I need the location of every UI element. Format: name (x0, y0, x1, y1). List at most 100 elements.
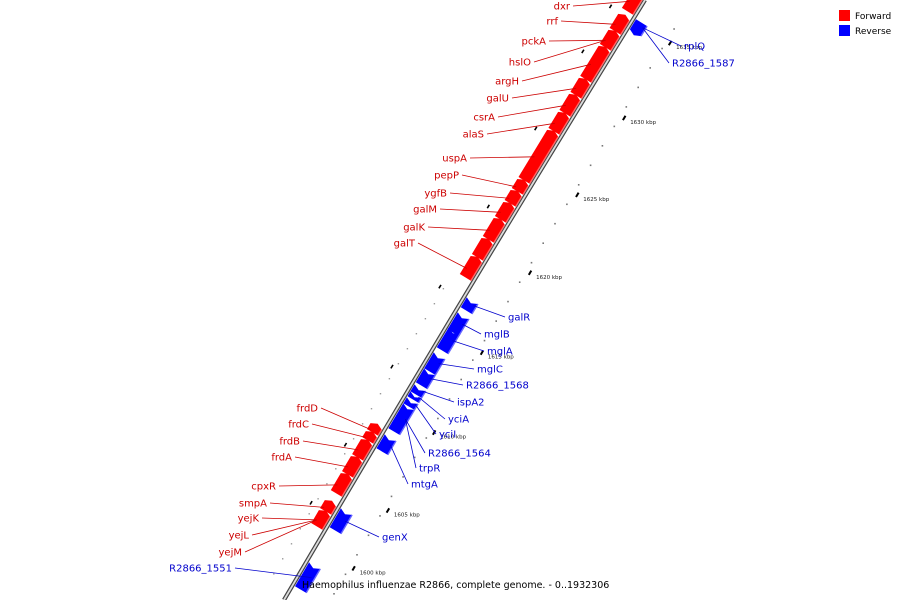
minor-dot (282, 558, 284, 560)
reverse-4-gene-block (415, 368, 436, 389)
leader-ygfb (449, 192, 510, 199)
leader-argh (521, 63, 591, 82)
leader-r2866-1551 (234, 567, 312, 578)
forward-3-gene-block (580, 45, 610, 83)
gene-label-frdd: frdD (296, 404, 318, 415)
minor-dot (367, 534, 370, 537)
minor-dot (402, 476, 404, 478)
tick-label: 1625 kbp (583, 197, 609, 203)
genome-caption: Haemophilus influenzae R2866, complete g… (302, 580, 609, 591)
gene-label-mgla: mglA (487, 347, 513, 358)
genome-backbone (282, 0, 647, 600)
forward-6-gene-edge (558, 118, 570, 136)
minor-dot (333, 593, 335, 595)
major-tick (534, 126, 538, 131)
minor-dot (273, 573, 275, 575)
gene-label-ispa2: ispA2 (457, 398, 485, 409)
gene-label-csra: csrA (473, 113, 495, 124)
reverse-1-gene-edge (458, 318, 470, 337)
minor-dot (424, 318, 427, 320)
legend-forward-label: Forward (855, 12, 891, 22)
minor-dot (397, 363, 400, 365)
major-tick (343, 442, 348, 447)
minor-dot (589, 164, 592, 167)
major-tick (351, 565, 356, 572)
forward-17-gene-edge (352, 462, 363, 479)
minor-dot (344, 573, 347, 576)
major-tick (608, 4, 613, 9)
leader-uspa (469, 156, 535, 159)
leader-r2866-1564 (405, 418, 426, 454)
major-tick (309, 500, 313, 505)
tick-label: 1605 kbp (394, 512, 420, 518)
minor-dot (299, 528, 301, 530)
minor-dot (542, 242, 544, 244)
gene-label-galk: galK (403, 223, 425, 234)
tick-label: 1630 kbp (630, 120, 656, 126)
gene-label-yejm: yejM (219, 548, 242, 559)
gene-label-genx: genX (382, 533, 408, 544)
legend-reverse-label: Reverse (855, 27, 892, 37)
forward-11-gene-edge (493, 224, 506, 244)
major-tick (432, 429, 437, 436)
minor-dot (425, 437, 428, 439)
forward-8-gene-block (511, 179, 529, 195)
forward-1-gene-edge (620, 20, 630, 36)
leader-frdc (311, 423, 366, 438)
leader-r2866-1587 (642, 27, 670, 64)
tick-label: 1610 kbp (440, 435, 466, 441)
tick-label: 1620 kbp (536, 275, 562, 281)
forward-14-gene-edge (377, 429, 383, 437)
leader-yejk (261, 517, 317, 521)
gene-label-ycii: yciI (439, 430, 456, 441)
forward-12-gene-block (471, 238, 493, 261)
reverse-3-gene-edge (434, 358, 446, 376)
forward-4-gene-edge (580, 84, 591, 100)
forward-8-gene-edge (522, 185, 530, 196)
leader-pepp (461, 174, 517, 188)
reverse-9-gene-block (376, 434, 396, 455)
minor-dot (649, 67, 651, 69)
minor-dot (442, 288, 445, 290)
reverse-5-gene-block (410, 384, 426, 398)
reverse-11-gene-block (295, 562, 321, 593)
leader-ispa2 (421, 390, 455, 403)
minor-dot (326, 483, 328, 485)
minor-dot (637, 86, 639, 89)
forward-16-gene-block (352, 439, 373, 461)
leader-alas (486, 122, 555, 135)
forward-10-gene-block (494, 202, 515, 223)
forward-1-gene-block (609, 13, 630, 35)
gene-labels: dxr rrf pckA hslO argH galU csrA alaS uspA pepP yg… (169, 2, 735, 575)
legend-reverse-swatch (839, 25, 850, 36)
major-tick (479, 349, 485, 356)
reverse-4-gene-edge (426, 374, 437, 390)
leader-frdb (302, 440, 359, 451)
minor-dot (507, 300, 509, 303)
major-tick (622, 115, 627, 121)
tick-label: 1600 kbp (360, 570, 386, 576)
gene-label-ycia: yciA (448, 415, 469, 426)
forward-13-gene-edge (470, 262, 483, 282)
forward-20-gene-edge (321, 516, 331, 531)
leader-smpa (269, 502, 325, 508)
leader-frda (294, 456, 349, 468)
gene-label-ygfb: ygfB (424, 189, 447, 200)
forward-2-gene-block (599, 29, 620, 51)
minor-dot (356, 554, 358, 556)
leader-cpxr (278, 484, 338, 487)
gene-label-yejk: yejK (238, 514, 260, 525)
reverse-0-gene-edge (471, 303, 479, 315)
forward-16-gene-edge (362, 445, 373, 462)
forward-7-gene-edge (529, 136, 559, 185)
minor-dot (352, 438, 355, 440)
gene-label-mglc: mglC (477, 365, 503, 376)
minor-dot (361, 423, 364, 425)
gene-label-galu: galU (486, 94, 509, 105)
forward-11-gene-block (482, 218, 505, 243)
leader-pcka (548, 39, 606, 42)
forward-2-gene-edge (610, 36, 621, 52)
gene-label-mglb: mglB (484, 330, 510, 341)
gene-label-r2866-1564: R2866_1564 (428, 449, 491, 460)
leader-r2866-1568 (429, 378, 464, 386)
